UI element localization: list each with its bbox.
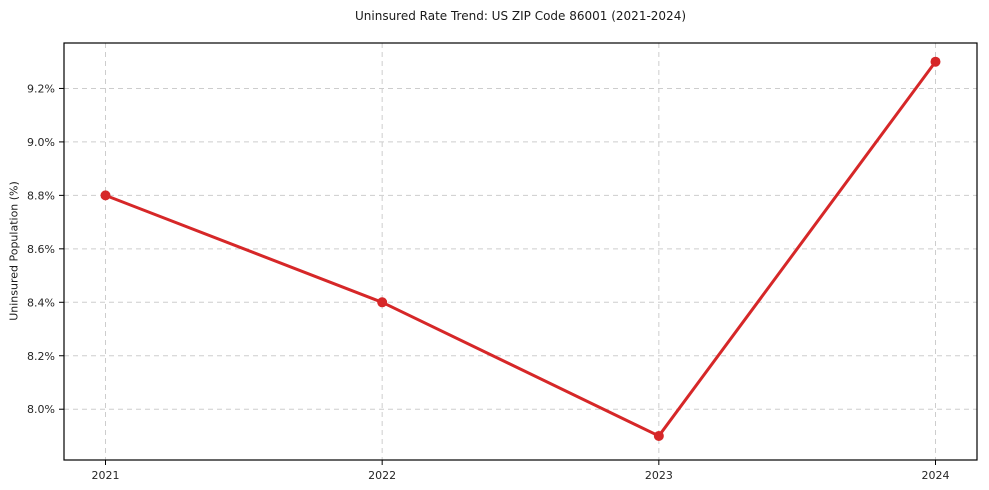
plot-frame: [63, 42, 978, 461]
y-tick-label: 9.0%: [27, 136, 55, 149]
x-tick-label: 2024: [922, 469, 950, 482]
y-tick-label: 8.2%: [27, 350, 55, 363]
x-tick-label: 2021: [92, 469, 120, 482]
y-tick-label: 9.2%: [27, 82, 55, 95]
y-tick-label: 8.6%: [27, 243, 55, 256]
x-tick-label: 2022: [368, 469, 396, 482]
data-point: [930, 56, 941, 67]
y-tick-label: 8.0%: [27, 403, 55, 416]
data-point: [100, 190, 111, 201]
data-point: [377, 297, 388, 308]
chart-title: Uninsured Rate Trend: US ZIP Code 86001 …: [354, 9, 687, 23]
y-tick-label: 8.8%: [27, 189, 55, 202]
data-point: [653, 430, 664, 441]
x-tick-label: 2023: [645, 469, 673, 482]
trend-line: [104, 60, 937, 438]
y-tick-label: 8.4%: [27, 296, 55, 309]
